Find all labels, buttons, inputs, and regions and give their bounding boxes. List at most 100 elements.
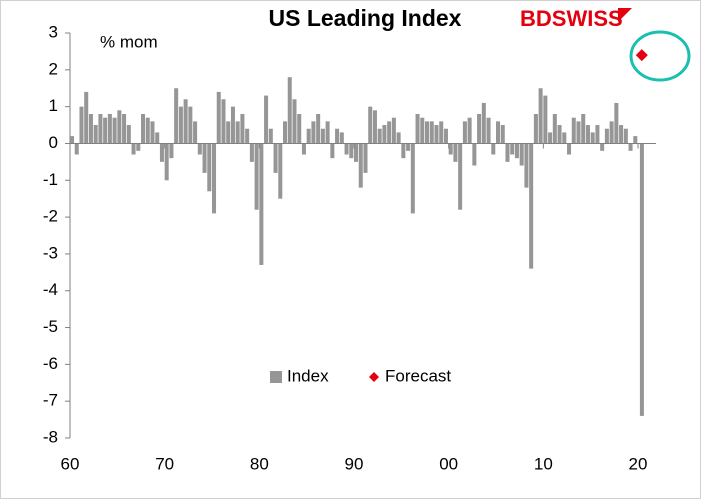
bar [358, 143, 363, 188]
bar [292, 99, 297, 144]
y-tick-label: -8 [43, 427, 58, 446]
bar [254, 143, 259, 210]
bar [226, 121, 231, 144]
bar [131, 143, 136, 155]
bar [391, 117, 396, 144]
bar [410, 143, 415, 214]
bar [581, 114, 586, 144]
bar [609, 121, 614, 144]
bar [491, 143, 496, 155]
bar [93, 125, 98, 144]
bar [164, 143, 169, 181]
y-tick-label: -1 [43, 170, 58, 189]
bar [486, 117, 491, 144]
bar [306, 128, 311, 144]
bar [562, 132, 567, 144]
bar [505, 143, 510, 162]
bar [240, 114, 245, 144]
bar [216, 91, 221, 144]
bar [88, 114, 93, 144]
bar [415, 114, 420, 144]
bar [557, 125, 562, 144]
bar [107, 114, 112, 144]
bar [477, 114, 482, 144]
brand-logo: BDSWISS [520, 6, 623, 31]
bar [543, 95, 548, 144]
bar [453, 143, 458, 162]
bar [202, 143, 207, 173]
x-tick-label: 20 [629, 454, 648, 473]
bar [590, 132, 595, 144]
bar [619, 125, 624, 144]
bar [425, 121, 430, 144]
bar [183, 99, 188, 144]
bar [84, 91, 89, 144]
bar [529, 143, 534, 269]
bar [500, 125, 505, 144]
legend-label: Forecast [385, 366, 451, 385]
y-tick-label: 2 [49, 59, 58, 78]
legend-swatch [270, 371, 282, 383]
y-tick-label: 3 [49, 22, 58, 41]
highlight-circle [629, 30, 691, 82]
bar [496, 121, 501, 144]
bar [330, 143, 335, 159]
bar [74, 143, 79, 155]
y-tick-label: -6 [43, 354, 58, 373]
bar [117, 110, 122, 144]
bar [604, 128, 609, 144]
bar [141, 114, 146, 144]
bar [372, 110, 377, 144]
bar [174, 88, 179, 144]
bar [429, 121, 434, 144]
bar [448, 143, 453, 155]
bar [136, 143, 141, 151]
bar [614, 102, 619, 144]
bar [98, 114, 103, 144]
bar [188, 106, 193, 144]
bar [363, 143, 368, 173]
bar [249, 143, 254, 162]
bar [552, 114, 557, 144]
x-tick-label: 90 [345, 454, 364, 473]
bar [103, 117, 108, 144]
bar [519, 143, 524, 166]
bar [639, 143, 644, 416]
bar [320, 128, 325, 144]
bar [197, 143, 202, 155]
bar [354, 143, 359, 162]
bar [462, 121, 467, 144]
bar [70, 136, 75, 144]
bar [396, 132, 401, 144]
bar [368, 106, 373, 144]
bar [79, 106, 84, 144]
bar [335, 128, 340, 144]
bar [221, 99, 226, 144]
x-tick-label: 80 [250, 454, 269, 473]
bar [325, 121, 330, 144]
bar [538, 88, 543, 144]
bar [377, 128, 382, 144]
bar [514, 143, 519, 159]
bar [434, 125, 439, 144]
bar [235, 121, 240, 144]
bar [387, 121, 392, 144]
y-tick-label: -2 [43, 207, 58, 226]
bar [126, 125, 131, 144]
y-tick-label: -4 [43, 280, 58, 299]
bar [259, 143, 264, 265]
bar [278, 143, 283, 199]
bar [212, 143, 217, 214]
bar [230, 106, 235, 144]
bar [339, 132, 344, 144]
x-tick-label: 70 [155, 454, 174, 473]
bar [585, 125, 590, 144]
y-tick-label: -3 [43, 243, 58, 262]
bar [283, 121, 288, 144]
legend-label: Index [287, 366, 329, 385]
bar [420, 117, 425, 144]
bar [311, 121, 316, 144]
